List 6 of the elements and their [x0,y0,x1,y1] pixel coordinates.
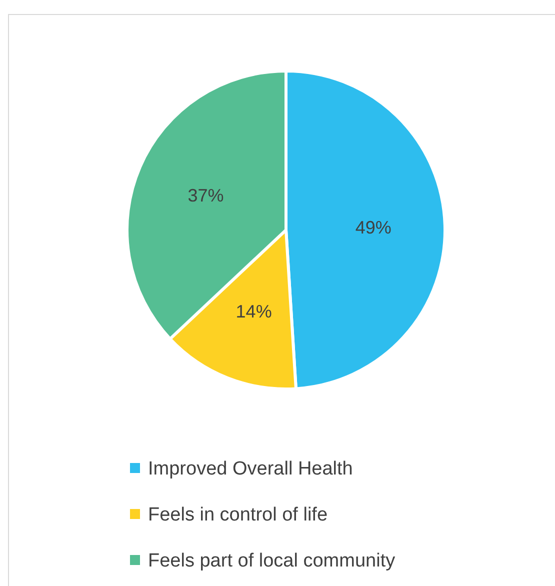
legend-label: Feels part of local community [148,550,396,572]
legend-label: Feels in control of life [148,504,328,526]
data-label: 14% [236,302,272,322]
data-label: 49% [355,218,392,238]
legend-label: Improved Overall Health [148,458,353,480]
data-label: 37% [188,186,224,206]
